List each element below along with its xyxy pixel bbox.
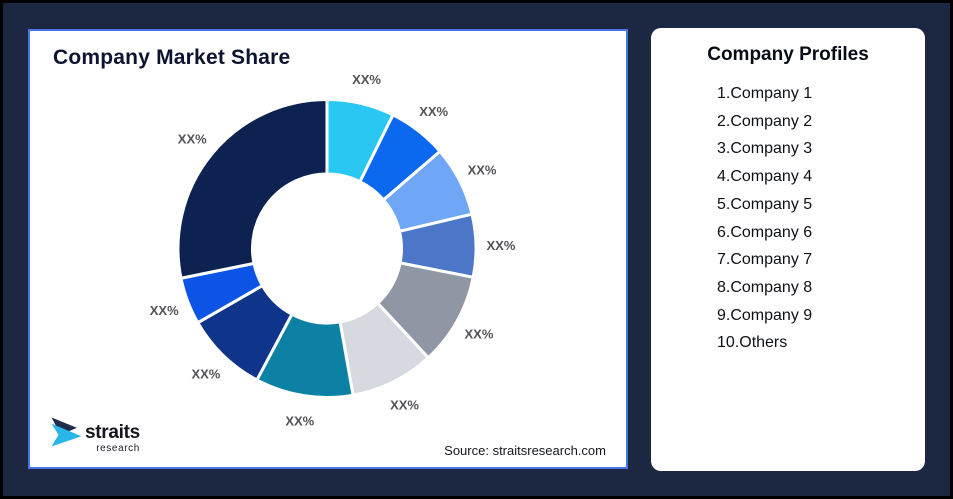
donut-slice-label: XX% [178, 131, 207, 146]
logo-sub-text: research [96, 443, 140, 454]
profile-list-item: 6.Company 6 [717, 223, 813, 241]
profile-list-item: 10.Others [717, 334, 788, 352]
donut-slice-label: XX% [352, 72, 381, 87]
donut-slice-label: XX% [390, 397, 419, 412]
page-background: Company Market Share XX% XX% XX% XX% XX% XX% X… [3, 3, 950, 496]
profile-list-item: 3.Company 3 [717, 140, 813, 158]
donut-slice-label: XX% [285, 413, 314, 428]
logo-brand-text: straits [85, 422, 140, 443]
profile-list-item: 9.Company 9 [717, 306, 813, 324]
profile-list-item: 2.Company 2 [717, 112, 813, 130]
profiles-title: Company Profiles [707, 44, 869, 65]
donut-slice-label: XX% [468, 163, 497, 178]
logo-mark-bottom-arrow [51, 423, 82, 447]
donut-slice-label: XX% [464, 326, 493, 341]
logo-text: straits research [85, 417, 140, 455]
profiles-list: 1.Company 1 2.Company 2 3.Company 3 4.Compa… [651, 80, 925, 357]
chart-title: Company Market Share [53, 46, 291, 69]
donut-chart: XX% XX% XX% XX% XX% XX% XX% XX% XX% XX% [150, 72, 516, 428]
profile-list-item: 7.Company 7 [717, 251, 813, 269]
donut-slice-label: XX% [150, 303, 179, 318]
straits-research-logo: straits research [50, 417, 140, 454]
donut-slice-label: XX% [419, 104, 448, 119]
donut-slice-label: XX% [487, 238, 516, 253]
donut-slice-10 [176, 97, 329, 281]
donut-slice-label: XX% [191, 366, 220, 381]
profile-list-item: 5.Company 5 [717, 195, 813, 213]
profile-list-item: 1.Company 1 [717, 85, 813, 102]
company-profiles-card: Company Profiles 1.Company 1 2.Company 2 3… [651, 28, 925, 471]
straits-logo-icon [51, 417, 82, 447]
market-share-card: Company Market Share XX% XX% XX% XX% XX% XX% X… [28, 29, 628, 469]
profile-list-item: 4.Company 4 [717, 168, 813, 186]
profile-list-item: 8.Company 8 [717, 278, 813, 296]
logo-mark-top-triangle [51, 417, 77, 435]
source-text: Source: straitsresearch.com [444, 443, 606, 458]
